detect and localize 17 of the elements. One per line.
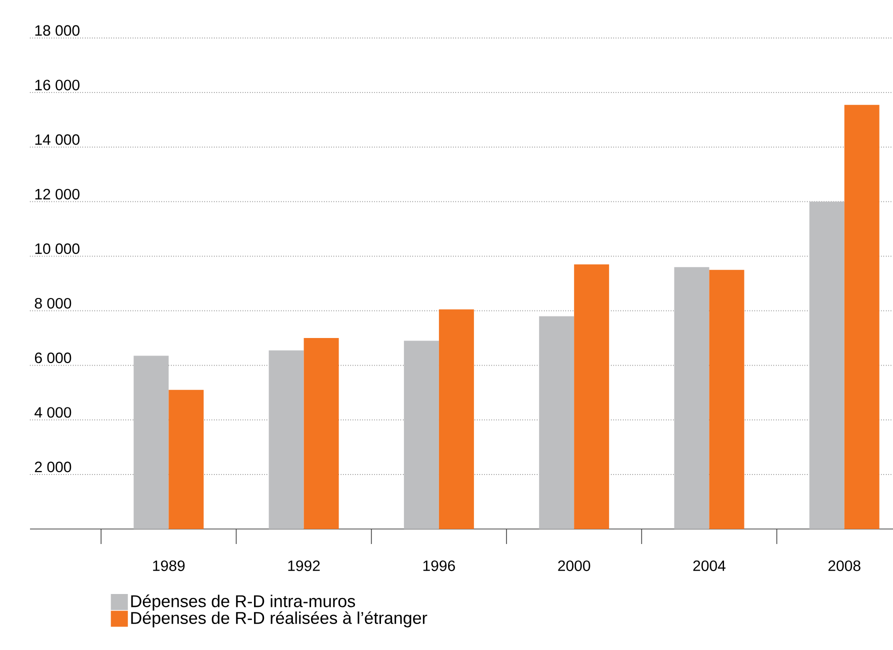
y-tick-label: 16 000: [35, 80, 80, 90]
y-tick-label: 12 000: [35, 188, 80, 200]
x-tick-label: 2008: [828, 560, 860, 572]
x-tick-label: 1992: [288, 560, 320, 572]
x-tick-label: 1996: [423, 560, 455, 572]
y-tick-label: 4 000: [34, 407, 72, 418]
x-tick-label: 2000: [558, 560, 590, 572]
x-tick-label: 2004: [693, 560, 726, 572]
y-tick-label: 18 000: [35, 25, 80, 36]
y-tick-label: 8 000: [34, 298, 72, 309]
legend-label: Dépenses de R-D réalisées à l’étranger: [131, 611, 428, 628]
y-tick-label: 6 000: [34, 352, 72, 364]
y-tick-label: 2 000: [34, 462, 72, 472]
x-tick-label: 1989: [153, 560, 185, 572]
y-tick-label: 14 000: [35, 134, 80, 145]
y-tick-label: 10 000: [35, 243, 80, 254]
legend-label: Dépenses de R-D intra-muros: [131, 594, 355, 611]
